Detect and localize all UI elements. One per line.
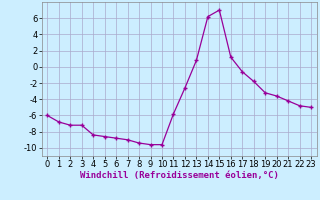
X-axis label: Windchill (Refroidissement éolien,°C): Windchill (Refroidissement éolien,°C) <box>80 171 279 180</box>
